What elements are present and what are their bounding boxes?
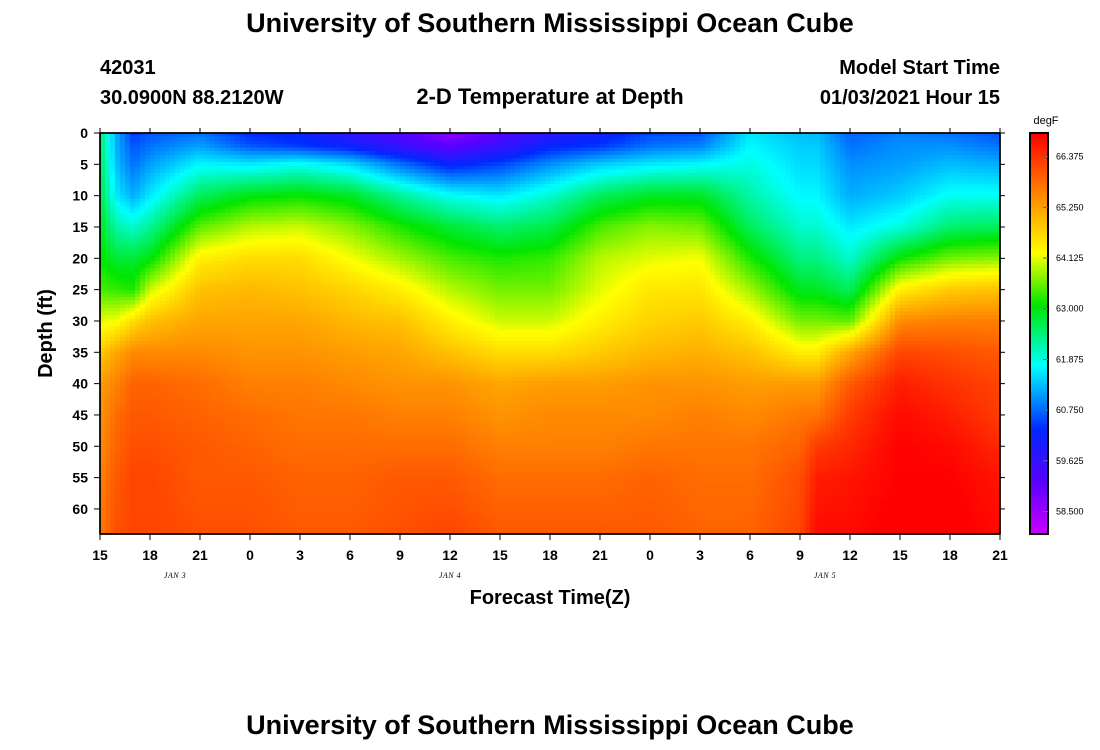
main-title: University of Southern Mississippi Ocean… (246, 8, 854, 38)
x-tick-label: 21 (192, 547, 208, 563)
colorbar-label: 66.375 (1056, 152, 1084, 162)
colorbar-label: 58.500 (1056, 506, 1084, 516)
footer-title: University of Southern Mississippi Ocean… (246, 710, 854, 740)
y-tick-label: 5 (80, 156, 88, 172)
colorbar: degF 66.375 65.250 64.125 63.000 61.875 60.75… (1029, 115, 1084, 535)
y-tick-label: 10 (72, 188, 88, 204)
x-tick-label: 12 (442, 547, 458, 563)
y-tick-label: 50 (72, 438, 88, 454)
y-tick-label: 60 (72, 501, 88, 517)
date-label: JAN 5 (814, 571, 836, 580)
x-tick-label: 9 (396, 547, 404, 563)
x-tick-label: 18 (142, 547, 158, 563)
x-tick-label: 18 (542, 547, 558, 563)
colorbar-label: 61.875 (1056, 354, 1084, 364)
y-tick-label: 20 (72, 250, 88, 266)
x-tick-label: 18 (942, 547, 958, 563)
y-tick-label: 15 (72, 219, 88, 235)
x-tick-label: 6 (346, 547, 354, 563)
x-tick-label: 0 (246, 547, 254, 563)
y-tick-label: 40 (72, 376, 88, 392)
y-tick-label: 25 (72, 282, 88, 298)
model-start-time: 01/03/2021 Hour 15 (819, 87, 1000, 109)
date-label: JAN 3 (164, 571, 186, 580)
colorbar-label: 60.750 (1056, 405, 1084, 415)
y-tick-label: 45 (72, 407, 88, 423)
x-tick-label: 15 (492, 547, 508, 563)
x-tick-label: 12 (842, 547, 858, 563)
x-tick-label: 21 (992, 547, 1008, 563)
temperature-heatmap (100, 133, 1000, 534)
y-tick-label: 0 (80, 125, 88, 141)
x-tick-label: 15 (892, 547, 908, 563)
colorbar-label: 63.000 (1056, 304, 1084, 314)
plot-area (99, 132, 1001, 535)
colorbar-label: 59.625 (1056, 456, 1084, 466)
x-tick-label: 15 (92, 547, 108, 563)
colorbar-frame (1029, 132, 1049, 535)
x-tick-label: 21 (592, 547, 608, 563)
date-label: JAN 4 (439, 571, 461, 580)
x-tick-label: 6 (746, 547, 754, 563)
station-coordinates: 30.0900N 88.2120W (100, 87, 284, 109)
y-axis-title: Depth (ft) (35, 289, 57, 378)
y-tick-label: 55 (72, 470, 88, 486)
x-tick-label: 0 (646, 547, 654, 563)
y-tick-label: 30 (72, 313, 88, 329)
x-tick-label: 3 (296, 547, 304, 563)
colorbar-gradient (1030, 133, 1048, 534)
model-start-label: Model Start Time (839, 57, 1000, 79)
plot-title: 2-D Temperature at Depth (416, 84, 684, 109)
x-axis: 15 18 21 0 3 6 9 12 15 18 21 0 3 6 9 12 15 18 21 JAN 3 JAN 4… (92, 128, 1008, 580)
x-tick-label: 3 (696, 547, 704, 563)
colorbar-unit: degF (1033, 115, 1058, 127)
colorbar-label: 65.250 (1056, 202, 1084, 212)
colorbar-label: 64.125 (1056, 253, 1084, 263)
y-tick-label: 35 (72, 344, 88, 360)
x-tick-label: 9 (796, 547, 804, 563)
x-axis-title: Forecast Time(Z) (470, 587, 631, 609)
station-id: 42031 (100, 57, 156, 79)
y-axis: 0 5 10 15 20 25 30 35 40 45 50 55 60 (72, 125, 1005, 534)
